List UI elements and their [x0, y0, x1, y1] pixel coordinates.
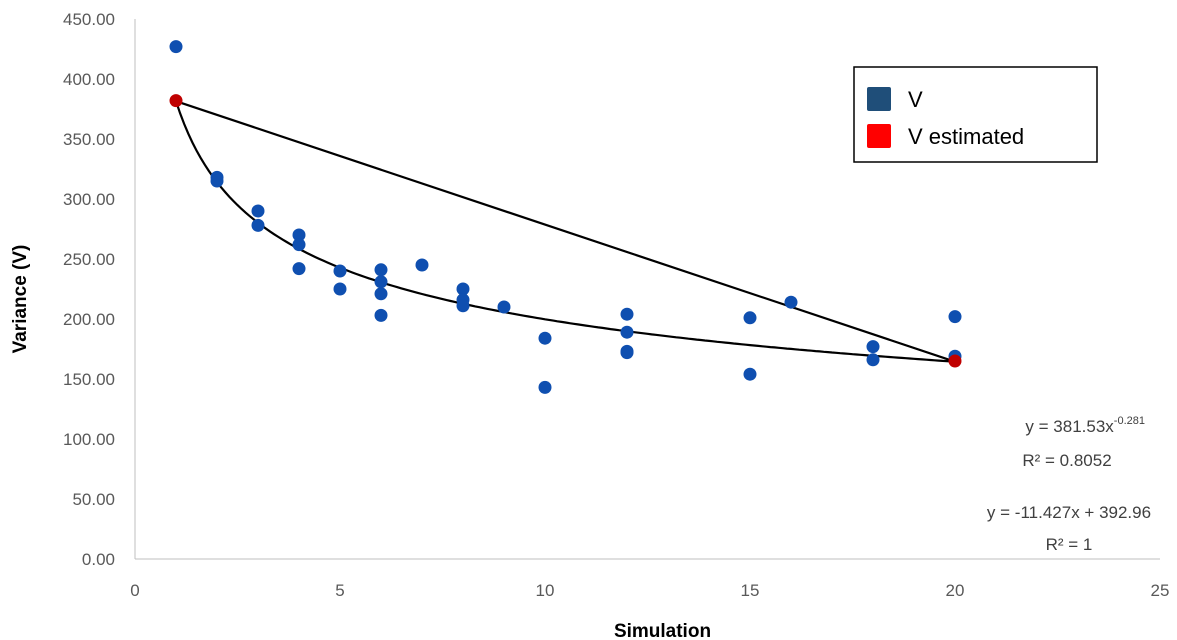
y-tick-labels: 0.00 50.00 100.00 150.00 200.00 250.00 300.00 3… [63, 10, 115, 569]
power-trendline [174, 100, 956, 363]
data-point-v [620, 325, 634, 339]
data-point-v [456, 282, 470, 296]
data-point-v [292, 238, 306, 252]
data-point-v [866, 340, 880, 354]
data-point-v [620, 346, 634, 360]
x-tick-label: 20 [946, 581, 965, 600]
legend-label-v-estimated: V estimated [908, 124, 1024, 149]
data-point-v [497, 300, 511, 314]
legend-box [853, 66, 1098, 163]
y-tick-label: 250.00 [63, 250, 115, 269]
data-point-v-estimated [948, 354, 962, 368]
y-tick-label: 300.00 [63, 190, 115, 209]
data-point-v [374, 263, 388, 277]
data-point-v [292, 262, 306, 276]
y-tick-label: 450.00 [63, 10, 115, 29]
data-point-v [374, 287, 388, 301]
data-point-v-estimated [169, 94, 183, 108]
data-point-v [456, 299, 470, 313]
y-tick-label: 350.00 [63, 130, 115, 149]
x-tick-label: 5 [335, 581, 344, 600]
y-tick-label: 100.00 [63, 430, 115, 449]
data-point-v [251, 204, 265, 218]
data-point-v [866, 353, 880, 367]
x-tick-label: 25 [1151, 581, 1170, 600]
y-tick-label: 400.00 [63, 70, 115, 89]
x-tick-labels: 0 5 10 15 20 25 [130, 581, 1169, 600]
x-tick-label: 15 [741, 581, 760, 600]
data-point-v [538, 331, 552, 345]
data-point-v [169, 40, 183, 54]
legend-swatch-v [867, 87, 891, 111]
data-point-v [620, 307, 634, 321]
linear-r-squared: R² = 1 [1046, 535, 1093, 554]
axes [134, 19, 1160, 560]
data-point-v [374, 275, 388, 289]
y-tick-label: 200.00 [63, 310, 115, 329]
data-point-v [948, 310, 962, 324]
trendlines [174, 100, 956, 363]
legend-label-v: V [908, 87, 923, 112]
data-point-v [538, 380, 552, 394]
power-r-squared: R² = 0.8052 [1022, 451, 1111, 470]
data-point-v [210, 174, 224, 188]
data-point-v [743, 311, 757, 325]
power-equation-base: y = 381.53x [1025, 417, 1114, 436]
y-tick-label: 150.00 [63, 370, 115, 389]
data-point-v [251, 218, 265, 232]
x-axis-title: Simulation [614, 621, 711, 640]
y-axis-title: Variance (V) [10, 245, 31, 354]
data-point-v [784, 295, 798, 309]
data-point-v [292, 228, 306, 242]
trendline-equations: y = 381.53x-0.281 R² = 0.8052 y = -11.42… [987, 415, 1151, 554]
data-points [169, 40, 962, 394]
data-point-v [743, 367, 757, 381]
linear-trendline [175, 100, 956, 363]
data-point-v [333, 264, 347, 278]
y-tick-label: 50.00 [72, 490, 115, 509]
legend-swatch-v-estimated [867, 124, 891, 148]
x-tick-label: 10 [536, 581, 555, 600]
power-equation: y = 381.53x-0.281 [1025, 415, 1145, 436]
data-point-v [374, 308, 388, 322]
data-point-v [415, 258, 429, 272]
legend: V V estimated [853, 66, 1098, 163]
y-tick-label: 0.00 [82, 550, 115, 569]
data-point-v [333, 282, 347, 296]
power-equation-exponent: -0.281 [1114, 415, 1145, 427]
linear-equation: y = -11.427x + 392.96 [987, 503, 1151, 522]
x-tick-label: 0 [130, 581, 139, 600]
